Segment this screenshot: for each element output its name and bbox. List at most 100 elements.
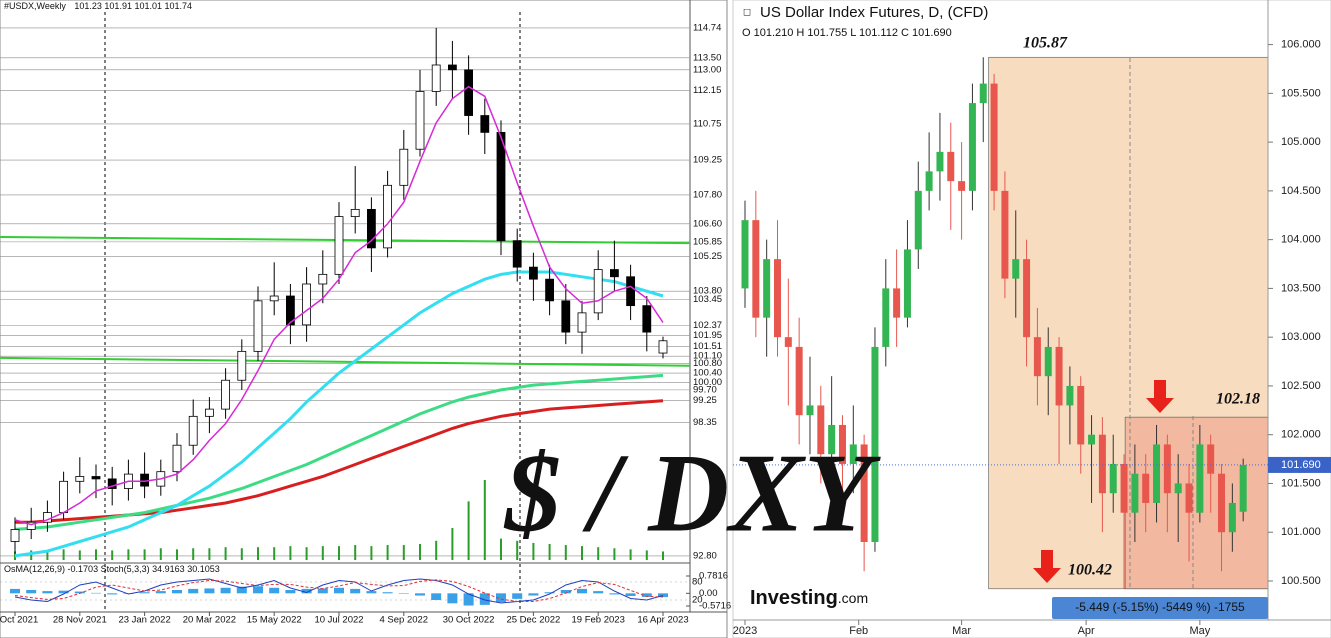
last-price-tag	[1268, 456, 1331, 473]
candle-body	[366, 208, 376, 249]
candle-body	[464, 69, 474, 116]
candle-body	[285, 295, 295, 326]
y-tick-label: 110.75	[693, 118, 721, 129]
osma-bar	[593, 591, 604, 594]
y-tick-label: 113.00	[693, 64, 721, 75]
candle-body	[1185, 483, 1193, 513]
candle-body	[26, 521, 36, 530]
osma-bar	[74, 591, 85, 594]
weekly-title: #USDX,Weekly 101.23 101.91 101.01 101.74	[4, 1, 192, 11]
measure-text: -5.449 (-5.15%) -5449 %) -1755	[1075, 600, 1245, 614]
osma-bar	[479, 593, 490, 605]
trendline	[0, 356, 691, 367]
down-arrow	[1146, 380, 1174, 413]
symbol: #USDX,Weekly	[4, 1, 66, 11]
candle-body	[529, 266, 538, 280]
osma-bar	[382, 592, 393, 594]
candle-body	[318, 273, 328, 285]
daily-chart: 106.000 105.500 105.000 104.500 104.000 103.5…	[733, 38, 1331, 637]
x-tick-label: 4 Sep 2022	[379, 615, 428, 626]
candle-body	[763, 259, 771, 318]
candle-body	[893, 288, 901, 318]
y-tick-label: 114.74	[693, 22, 721, 33]
osma-bar	[155, 591, 166, 594]
osma-bar	[220, 587, 231, 594]
osma-bar	[625, 593, 636, 596]
candle-body	[1001, 190, 1009, 279]
osma-bar	[609, 593, 620, 595]
y-tick-label: 103.000	[1281, 331, 1321, 343]
candle-body	[979, 83, 987, 104]
osma-bar	[334, 587, 344, 594]
y-tick-label: 107.80	[693, 189, 722, 200]
candle-body	[1033, 337, 1041, 377]
y-tick-label: 100.500	[1281, 575, 1321, 587]
osma-bar	[560, 590, 571, 594]
y-tick-label: 105.25	[693, 251, 722, 262]
daily-title: US Dollar Index Futures, D, (CFD)	[760, 4, 988, 21]
trendline	[0, 236, 691, 245]
candle-body	[334, 216, 344, 275]
candle-body	[914, 190, 922, 250]
candle-body	[237, 350, 247, 381]
x-tick-label: 15 May 2022	[247, 615, 302, 626]
osma-bar	[253, 586, 263, 594]
candle-body	[59, 480, 68, 513]
stoch-d	[14, 579, 664, 602]
low: 101.01	[134, 1, 162, 11]
y-tick-label: 101.10	[693, 351, 722, 362]
y-tick-label: 103.45	[693, 294, 722, 305]
close: 101.74	[165, 1, 193, 11]
osma-last: -0.1703	[68, 564, 99, 574]
candle-body	[1088, 434, 1096, 445]
candle-body	[658, 340, 668, 354]
candle-body	[1012, 259, 1020, 279]
candle-body	[561, 300, 571, 333]
candle-body	[958, 181, 966, 191]
candle-body	[415, 91, 425, 150]
osma-bar	[447, 593, 458, 604]
y-tick-label: 101.51	[693, 341, 722, 352]
candle-body	[447, 64, 457, 71]
candle-body	[269, 295, 279, 302]
candle-body	[903, 249, 911, 318]
candle-body	[253, 300, 263, 352]
x-tick-label: 2023	[733, 625, 757, 637]
x-tick-label: Mar	[952, 625, 971, 637]
osma-bar	[658, 593, 668, 598]
candle-body	[496, 131, 506, 242]
y-tick-label: 102.000	[1281, 429, 1321, 441]
candle-body	[871, 346, 879, 542]
weekly-panel	[0, 0, 728, 638]
zone-low-label: 100.42	[1068, 562, 1112, 579]
x-tick-label: 10 Jul 2022	[314, 615, 363, 626]
candle-body	[399, 148, 409, 186]
y-tick-label: 100.80	[693, 358, 722, 369]
stoch-k	[14, 578, 664, 604]
y-tick-label: 92.80	[693, 550, 717, 561]
y-tick-label: 106.000	[1281, 38, 1321, 50]
candle-body	[1066, 385, 1074, 406]
osma-bar	[204, 588, 215, 594]
logo: Investing.com	[750, 587, 868, 609]
y-tick-label: 102.500	[1281, 380, 1321, 392]
logo-brand: Investing	[750, 587, 838, 609]
x-tick-label: May	[1189, 625, 1210, 637]
zone-high-label: 102.18	[1216, 391, 1260, 408]
osma-bar	[91, 592, 101, 594]
y-tick-label: 113.50	[693, 52, 721, 63]
candle-body	[1055, 346, 1063, 406]
moving-average	[14, 85, 664, 526]
osma-bar	[317, 588, 328, 594]
candle-body	[221, 379, 231, 410]
y-tick-label: 99.70	[693, 384, 717, 395]
candle-body	[849, 444, 857, 464]
osc-tick-label: -0.5716	[699, 601, 731, 612]
osma-bar	[42, 591, 53, 594]
collapse-icon[interactable]: ☐	[743, 7, 751, 17]
candle-body	[784, 337, 792, 347]
x-tick-label: 19 Feb 2023	[572, 615, 625, 626]
x-tick-label: Feb	[849, 625, 868, 637]
moving-average	[14, 373, 664, 531]
candle-body	[968, 103, 976, 191]
